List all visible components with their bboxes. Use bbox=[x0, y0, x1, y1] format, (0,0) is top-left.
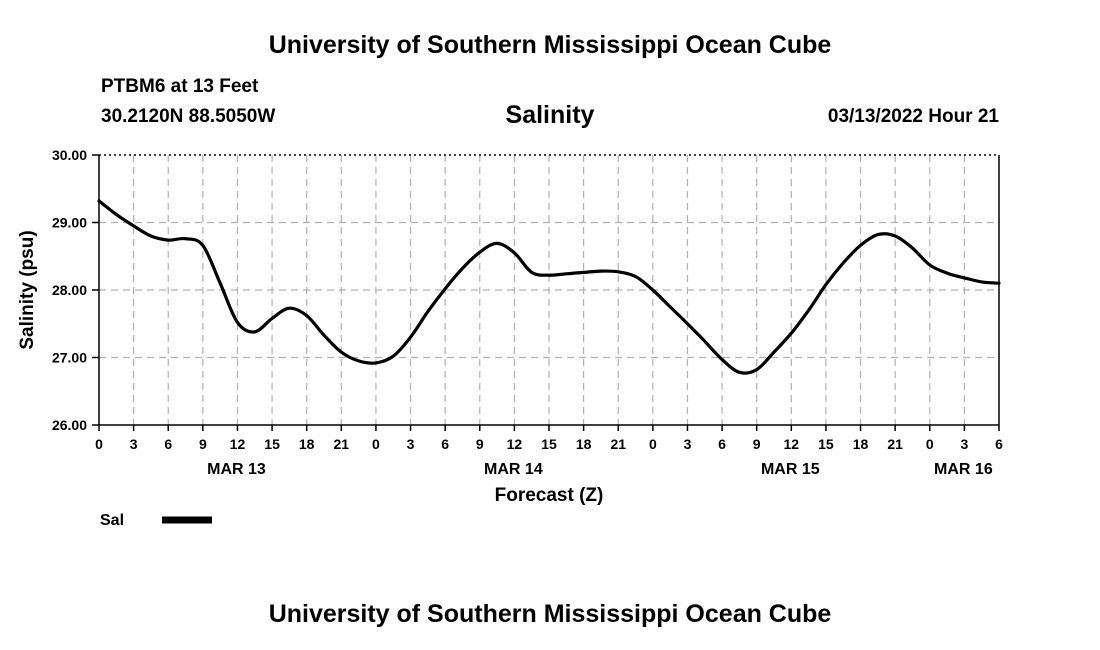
x-tick-label: 9 bbox=[476, 436, 484, 452]
salinity-series-line bbox=[97, 199, 1001, 375]
grid-lines bbox=[99, 155, 999, 425]
x-tick-label: 12 bbox=[507, 436, 523, 452]
x-tick-label: 3 bbox=[407, 436, 415, 452]
y-tick-label: 26.00 bbox=[52, 417, 87, 433]
y-axis-label: Salinity (psu) bbox=[17, 230, 38, 349]
y-tick-label: 29.00 bbox=[52, 215, 87, 231]
x-tick-label: 21 bbox=[887, 436, 903, 452]
x-tick-label: 6 bbox=[164, 436, 172, 452]
x-tick-label: 18 bbox=[299, 436, 315, 452]
x-tick-label: 15 bbox=[541, 436, 557, 452]
x-tick-label: 9 bbox=[199, 436, 207, 452]
x-tick-label: 6 bbox=[718, 436, 726, 452]
x-tick-label: 21 bbox=[334, 436, 350, 452]
coordinates-label: 30.2120N 88.5050W bbox=[101, 106, 276, 127]
y-axis-ticks: 26.00 27.00 28.00 29.00 30.00 bbox=[52, 147, 99, 433]
date-labels: MAR 13 MAR 14 MAR 15 MAR 16 bbox=[207, 461, 993, 478]
legend: Sal bbox=[100, 512, 212, 529]
station-label: PTBM6 at 13 Feet bbox=[101, 76, 259, 97]
y-tick-label: 27.00 bbox=[52, 350, 87, 366]
footer-title: University of Southern Mississippi Ocean… bbox=[268, 600, 832, 628]
x-tick-label: 12 bbox=[784, 436, 800, 452]
x-axis-label: Forecast (Z) bbox=[495, 485, 604, 506]
x-tick-label: 6 bbox=[441, 436, 449, 452]
datetime-label: 03/13/2022 Hour 21 bbox=[827, 106, 999, 127]
date-label: MAR 15 bbox=[761, 461, 820, 478]
x-tick-label: 6 bbox=[995, 436, 1003, 452]
x-axis-ticks: 0 3 6 9 12 15 18 21 0 3 6 9 12 15 18 21 0 3 6 9 12 15 18 21 0 3 6 bbox=[95, 425, 1003, 452]
x-tick-label: 3 bbox=[684, 436, 692, 452]
x-tick-label: 15 bbox=[818, 436, 834, 452]
x-tick-label: 0 bbox=[926, 436, 934, 452]
x-tick-label: 3 bbox=[960, 436, 968, 452]
x-tick-label: 9 bbox=[753, 436, 761, 452]
date-label: MAR 16 bbox=[934, 461, 993, 478]
date-label: MAR 13 bbox=[207, 461, 266, 478]
x-tick-label: 0 bbox=[372, 436, 380, 452]
chart-title: Salinity bbox=[505, 101, 595, 129]
x-tick-label: 3 bbox=[130, 436, 138, 452]
x-tick-label: 18 bbox=[576, 436, 592, 452]
salinity-chart: 26.00 27.00 28.00 29.00 30.00 0 3 6 9 12 15 18 21 0 3… bbox=[17, 147, 1003, 529]
x-tick-label: 12 bbox=[230, 436, 246, 452]
legend-label: Sal bbox=[100, 512, 124, 529]
x-tick-label: 0 bbox=[95, 436, 103, 452]
x-tick-label: 15 bbox=[264, 436, 280, 452]
main-title: University of Southern Mississippi Ocean… bbox=[268, 31, 832, 59]
y-tick-label: 28.00 bbox=[52, 282, 87, 298]
x-tick-label: 18 bbox=[853, 436, 869, 452]
x-tick-label: 21 bbox=[610, 436, 626, 452]
y-tick-label: 30.00 bbox=[52, 147, 87, 163]
x-tick-label: 0 bbox=[649, 436, 657, 452]
date-label: MAR 14 bbox=[484, 461, 543, 478]
